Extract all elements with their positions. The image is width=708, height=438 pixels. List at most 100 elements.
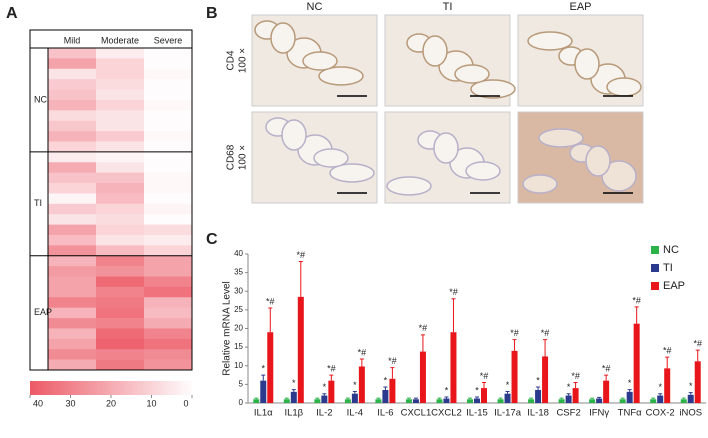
legend-swatch — [651, 264, 659, 272]
heatmap-cell — [144, 297, 193, 308]
row-magnification: 100 × — [238, 48, 249, 73]
heatmap-cell — [48, 141, 97, 153]
significance-label: *# — [571, 371, 580, 381]
heatmap-cell — [48, 255, 97, 267]
colorbar-tick-label: 10 — [146, 398, 156, 408]
significance-label: *# — [419, 323, 428, 333]
error-bar — [468, 397, 472, 400]
heatmap-cell — [48, 162, 97, 173]
heatmap-cell — [48, 120, 97, 132]
error-bar — [559, 397, 564, 400]
x-tick-label: IFNγ — [589, 408, 609, 419]
group-label: EAP — [34, 307, 52, 317]
error-bar — [482, 382, 486, 389]
heatmap-frame — [29, 29, 193, 371]
colorbar-tick-label: 0 — [183, 398, 188, 408]
bar — [297, 296, 304, 403]
colorbar-tick-label: 30 — [65, 398, 75, 408]
heatmap-cell — [96, 183, 145, 194]
heatmap-cell — [144, 266, 193, 277]
heatmap-cell — [96, 131, 145, 142]
heatmap-cell — [48, 79, 97, 90]
heatmap-cell — [48, 131, 97, 142]
bar — [694, 361, 701, 403]
heatmap-cell — [48, 297, 97, 308]
x-tick-label: IL-4 — [347, 408, 363, 419]
error-bar — [345, 397, 350, 400]
heatmap-cell — [96, 89, 145, 101]
heatmap-cell — [48, 89, 97, 101]
significance-label: *# — [327, 363, 336, 373]
bar — [511, 350, 518, 403]
heatmap-cell — [48, 245, 97, 257]
error-bar — [681, 397, 686, 400]
error-bar — [261, 374, 266, 381]
bar — [664, 368, 671, 403]
error-bar — [413, 397, 418, 400]
bar — [351, 393, 358, 403]
colorbar — [30, 381, 192, 395]
bar — [328, 380, 335, 403]
bar — [436, 399, 443, 403]
error-bar — [298, 260, 303, 297]
x-tick-label: IL1α — [254, 408, 273, 419]
heatmap-cell — [96, 286, 145, 298]
error-bar — [498, 397, 503, 400]
bar — [603, 380, 610, 403]
x-tick-label: IL-2 — [316, 408, 332, 419]
bar — [633, 323, 640, 403]
row-label: CD68 — [226, 144, 237, 170]
heatmap-cell — [144, 68, 193, 80]
significance-label: * — [658, 382, 662, 392]
heatmap-cell — [96, 297, 145, 308]
bar — [680, 399, 687, 403]
heatmap-cell — [48, 338, 97, 350]
tissue-gland — [386, 176, 432, 196]
heatmap-cell — [48, 172, 97, 184]
error-bar — [329, 374, 334, 381]
heatmap-cell — [96, 99, 145, 111]
y-axis-label: Relative mRNA Level — [222, 281, 233, 375]
bar — [596, 398, 603, 403]
significance-label: * — [475, 385, 479, 395]
error-bar — [658, 393, 663, 396]
heatmap-cell — [48, 349, 97, 360]
y-tick-label: 10 — [234, 361, 243, 370]
heatmap-cell — [96, 307, 145, 319]
error-bar — [573, 382, 578, 389]
tissue-gland — [433, 132, 459, 164]
x-tick-label: IL-15 — [466, 408, 488, 419]
heatmap-cell — [48, 307, 97, 319]
error-bar — [620, 397, 625, 400]
bar — [321, 395, 328, 403]
significance-label: *# — [541, 328, 550, 338]
bar — [650, 399, 657, 403]
heatmap-cell — [96, 224, 145, 236]
error-bar — [651, 397, 656, 400]
heatmap-cell — [144, 131, 193, 142]
heatmap-cell — [96, 48, 145, 59]
significance-label: *# — [388, 356, 397, 366]
bar — [467, 399, 473, 403]
bar — [619, 399, 626, 403]
heatmap-cell — [144, 214, 193, 225]
bar — [474, 398, 480, 403]
heatmap-cell — [96, 338, 145, 350]
bar — [626, 391, 633, 403]
x-tick-label: TNFα — [618, 408, 642, 419]
column-label: Moderate — [101, 35, 139, 45]
error-bar — [383, 386, 388, 390]
bar — [528, 399, 535, 403]
column-label: Mild — [64, 35, 81, 45]
x-tick-label: IL-6 — [377, 408, 393, 419]
tissue-gland — [606, 77, 642, 97]
bar — [389, 378, 396, 403]
heatmap-cell — [144, 58, 193, 70]
bar — [687, 394, 694, 403]
heatmap-cell — [144, 99, 193, 111]
heatmap-cell — [96, 359, 145, 371]
significance-label: *# — [693, 338, 702, 348]
y-tick-label: 30 — [234, 286, 243, 295]
error-bar — [634, 306, 639, 324]
y-tick-label: 20 — [234, 324, 243, 333]
